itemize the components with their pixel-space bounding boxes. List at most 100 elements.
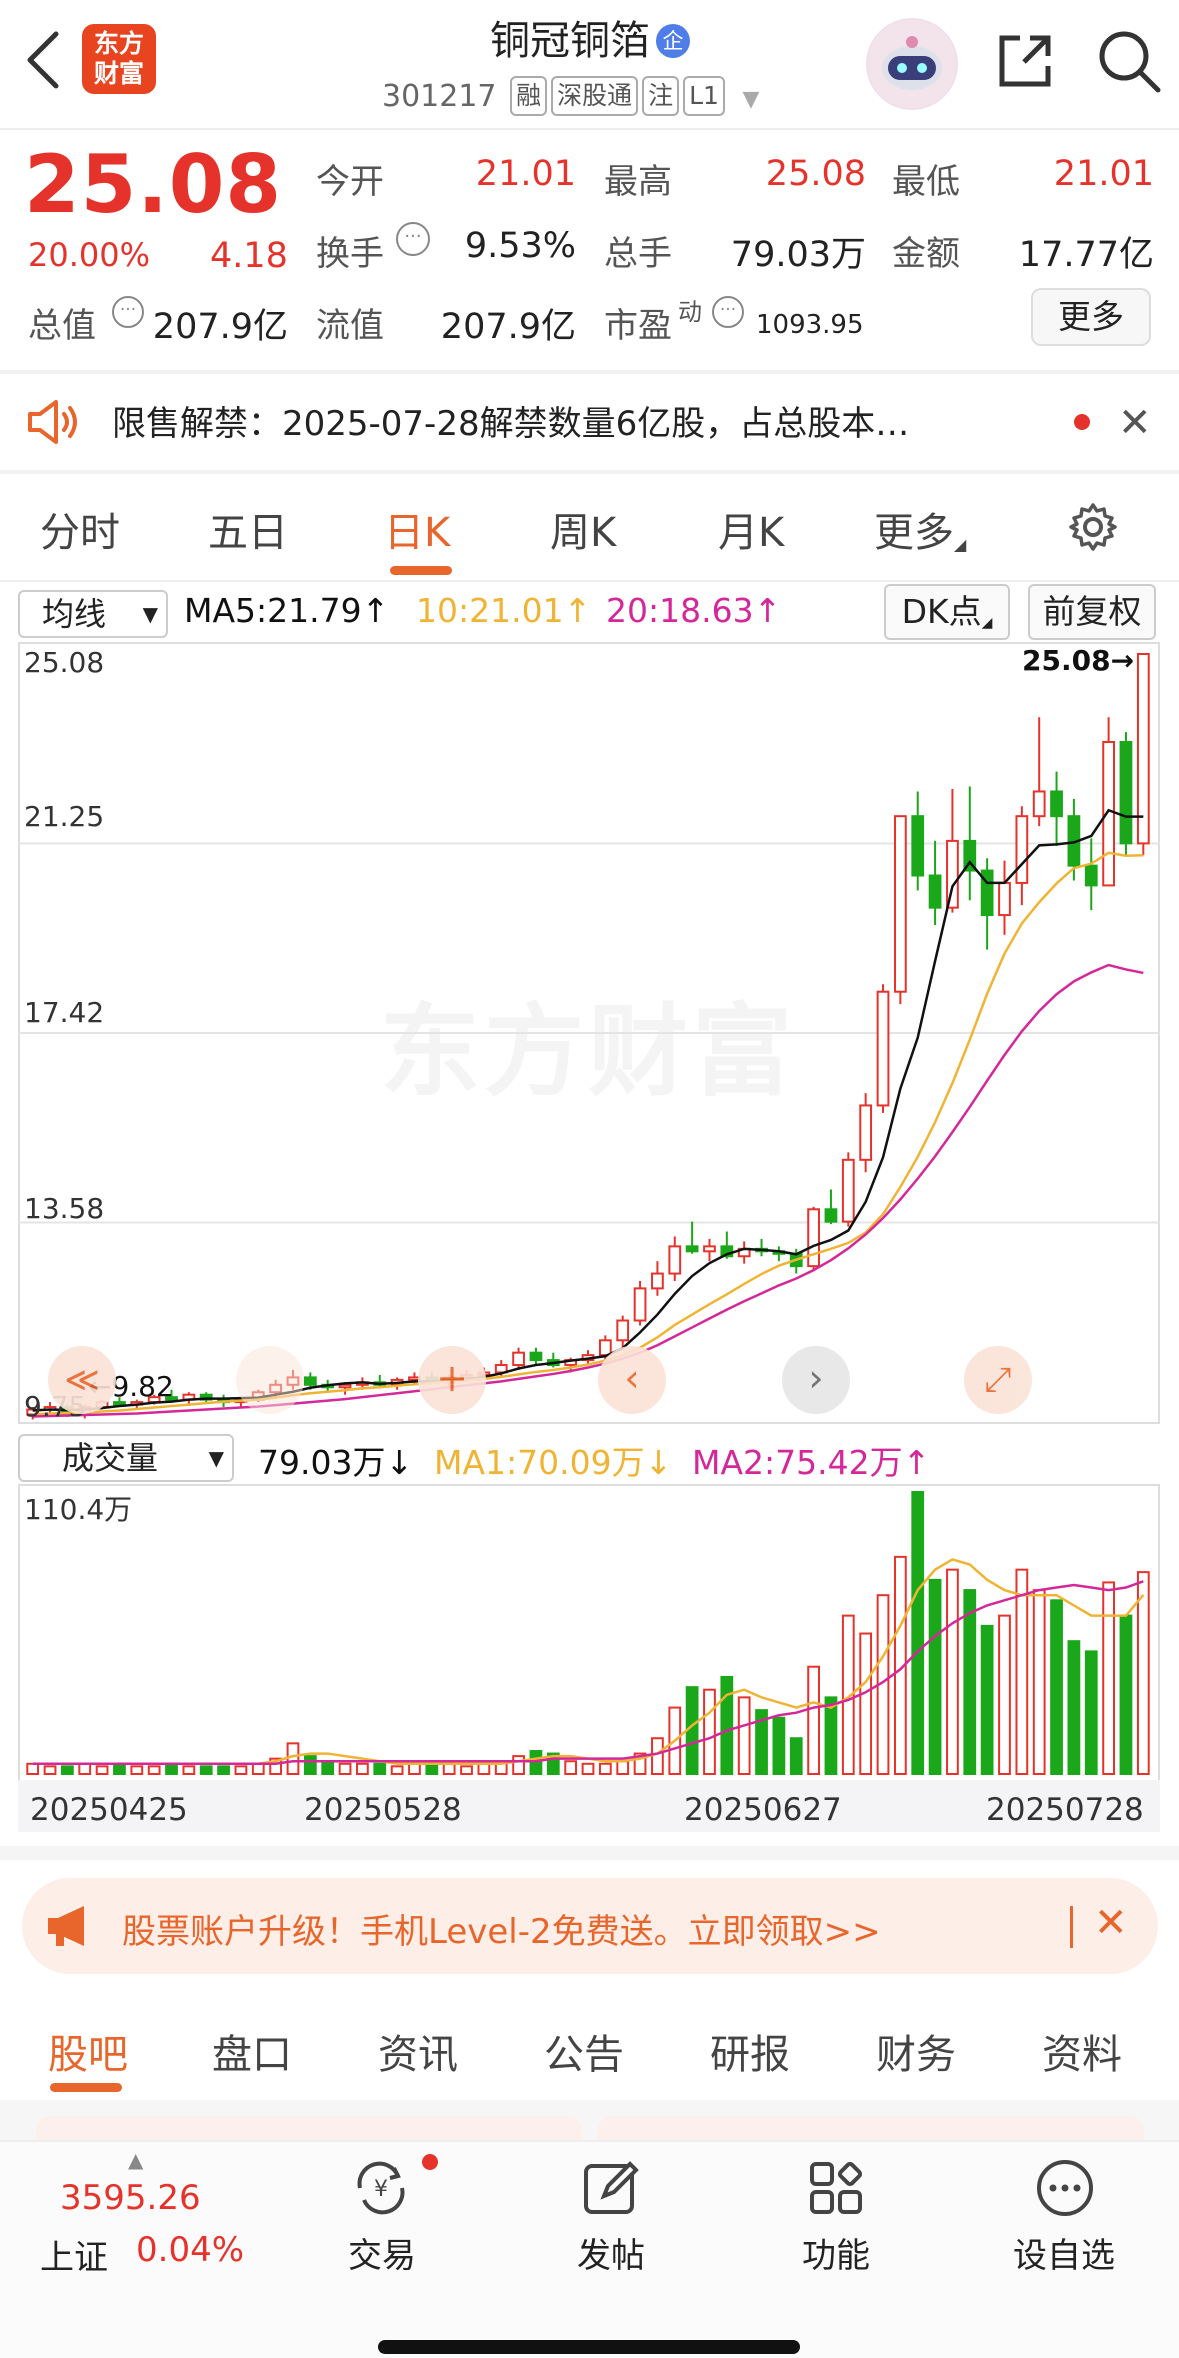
info-icon[interactable]: ···: [396, 222, 430, 256]
volume-bar: [95, 1765, 109, 1775]
tab-news[interactable]: 资讯: [378, 2032, 458, 2078]
gear-icon[interactable]: [1068, 502, 1118, 552]
zoom-in-icon[interactable]: +: [418, 1346, 486, 1414]
info-icon[interactable]: ···: [712, 296, 744, 328]
stock-subline[interactable]: 301217 融深股通注 L1 ▼: [382, 76, 759, 120]
volume-bar: [980, 1624, 994, 1775]
tab-research[interactable]: 研报: [710, 2032, 790, 2078]
volume-frame[interactable]: [18, 1484, 1160, 1780]
scroll-left-icon[interactable]: ‹: [598, 1346, 666, 1414]
open-label: 今开: [316, 162, 384, 202]
tab-more[interactable]: 更多◢: [874, 510, 967, 556]
promo-banner[interactable]: [22, 1878, 1158, 1974]
tab-five-day[interactable]: 五日: [208, 510, 288, 556]
divider: [0, 370, 1179, 374]
unlock-notice-text[interactable]: 限售解禁：2025-07-28解禁数量6亿股，占总股本…: [112, 404, 910, 444]
stock-code: 301217: [382, 79, 497, 114]
volume-bar: [737, 1696, 751, 1775]
tab-orderbook[interactable]: 盘口: [212, 2032, 292, 2078]
volume-value: 79.03万: [730, 235, 866, 275]
volume-bar: [460, 1765, 473, 1775]
back-arrow-icon[interactable]: [22, 28, 66, 92]
volume-ma1: MA1:70.09万↓: [434, 1443, 673, 1482]
candle-body: [651, 1272, 664, 1290]
nav-post-label[interactable]: 发帖: [577, 2236, 645, 2276]
svg-text:¥: ¥: [374, 2177, 388, 2202]
volume-ma2-line: [32, 1580, 1144, 1766]
volume-bar: [303, 1755, 317, 1776]
close-icon[interactable]: ✕: [1118, 400, 1152, 446]
high-value: 25.08: [765, 154, 866, 194]
candle-body: [685, 1245, 699, 1253]
tab-weekly-k[interactable]: 周K: [550, 510, 617, 556]
mktcap-value: 207.9亿: [152, 307, 288, 347]
company-badge: 企: [656, 24, 690, 58]
volume-bar: [720, 1675, 734, 1775]
promo-text[interactable]: 股票账户升级！手机Level-2免费送。立即领取>>: [122, 1912, 881, 1952]
share-icon[interactable]: [994, 30, 1056, 92]
trade-yen-icon[interactable]: ¥: [350, 2158, 412, 2218]
volume-bar: [61, 1765, 74, 1775]
y-label: 17.42: [24, 996, 105, 1029]
tab-monthly-k[interactable]: 月K: [718, 510, 785, 556]
volume-bar: [43, 1765, 57, 1775]
nav-functions-label[interactable]: 功能: [802, 2236, 870, 2276]
divider: [0, 580, 1179, 582]
turnover-value: 9.53%: [464, 226, 576, 266]
index-value[interactable]: 3595.26: [60, 2178, 201, 2218]
current-price: 25.08: [24, 138, 283, 231]
zoom-out-icon[interactable]: [236, 1346, 304, 1414]
index-change[interactable]: 0.04%: [136, 2230, 245, 2270]
unread-dot: [1074, 414, 1090, 430]
index-name[interactable]: 上证: [40, 2238, 108, 2278]
tab-forum[interactable]: 股吧: [48, 2032, 128, 2078]
search-icon[interactable]: [1096, 28, 1162, 94]
assistant-robot-icon[interactable]: [866, 18, 958, 110]
amount-value: 17.77亿: [1018, 235, 1154, 275]
volume-chart[interactable]: [18, 1484, 1160, 1780]
speaker-icon: [28, 400, 77, 444]
fullscreen-icon[interactable]: ⤢: [964, 1346, 1032, 1414]
more-dots-icon[interactable]: [1034, 2158, 1096, 2218]
volume-bar: [546, 1752, 560, 1775]
candle-body: [928, 874, 942, 909]
ma-selector[interactable]: 均线 ▼: [18, 590, 168, 638]
caret-up-icon: ▲: [128, 2148, 144, 2172]
volume-bar: [78, 1762, 92, 1776]
tab-intraday[interactable]: 分时: [40, 510, 120, 556]
tab-finance[interactable]: 财务: [876, 2032, 956, 2078]
y-label: 21.25: [24, 800, 105, 833]
tab-announcements[interactable]: 公告: [544, 2032, 624, 2078]
more-quote-button[interactable]: 更多: [1031, 288, 1151, 346]
edit-post-icon[interactable]: [580, 2158, 642, 2218]
volume-bar: [1015, 1568, 1029, 1775]
dk-point-button[interactable]: DK点◢: [884, 584, 1010, 640]
indicator-selector[interactable]: 成交量 ▼: [18, 1434, 234, 1482]
nav-trade-label[interactable]: 交易: [348, 2236, 416, 2276]
candle-body: [165, 1396, 178, 1401]
scroll-right-icon[interactable]: ›: [782, 1346, 850, 1414]
low-value: 21.01: [1053, 154, 1154, 194]
active-tab-underline: [390, 566, 452, 575]
candle-body: [824, 1208, 838, 1223]
tag-margin: 融: [510, 76, 548, 116]
corner-triangle-icon: ◢: [981, 615, 993, 631]
volume-bar: [373, 1762, 387, 1776]
adjust-button[interactable]: 前复权: [1028, 584, 1156, 640]
info-icon[interactable]: ···: [112, 296, 144, 328]
date-label: 20250528: [304, 1792, 462, 1828]
volume-bar: [234, 1765, 248, 1775]
kline-chart[interactable]: [18, 642, 1160, 1424]
tab-profile[interactable]: 资料: [1042, 2032, 1122, 2078]
tab-daily-k[interactable]: 日K: [384, 510, 451, 556]
nav-watchlist-label[interactable]: 设自选: [1013, 2236, 1115, 2276]
chevron-down-icon[interactable]: ▼: [742, 87, 760, 112]
close-icon[interactable]: ✕: [1094, 1900, 1128, 1946]
grid-functions-icon[interactable]: [806, 2158, 868, 2218]
scroll-far-left-icon[interactable]: ≪: [48, 1346, 116, 1414]
volume-ma2: MA2:75.42万↑: [692, 1443, 931, 1482]
float-label: 流值: [316, 306, 384, 346]
dropdown-triangle-icon: ▼: [142, 602, 158, 626]
volume-bar: [408, 1762, 421, 1776]
ma10-value: 10:21.01↑: [416, 591, 592, 630]
